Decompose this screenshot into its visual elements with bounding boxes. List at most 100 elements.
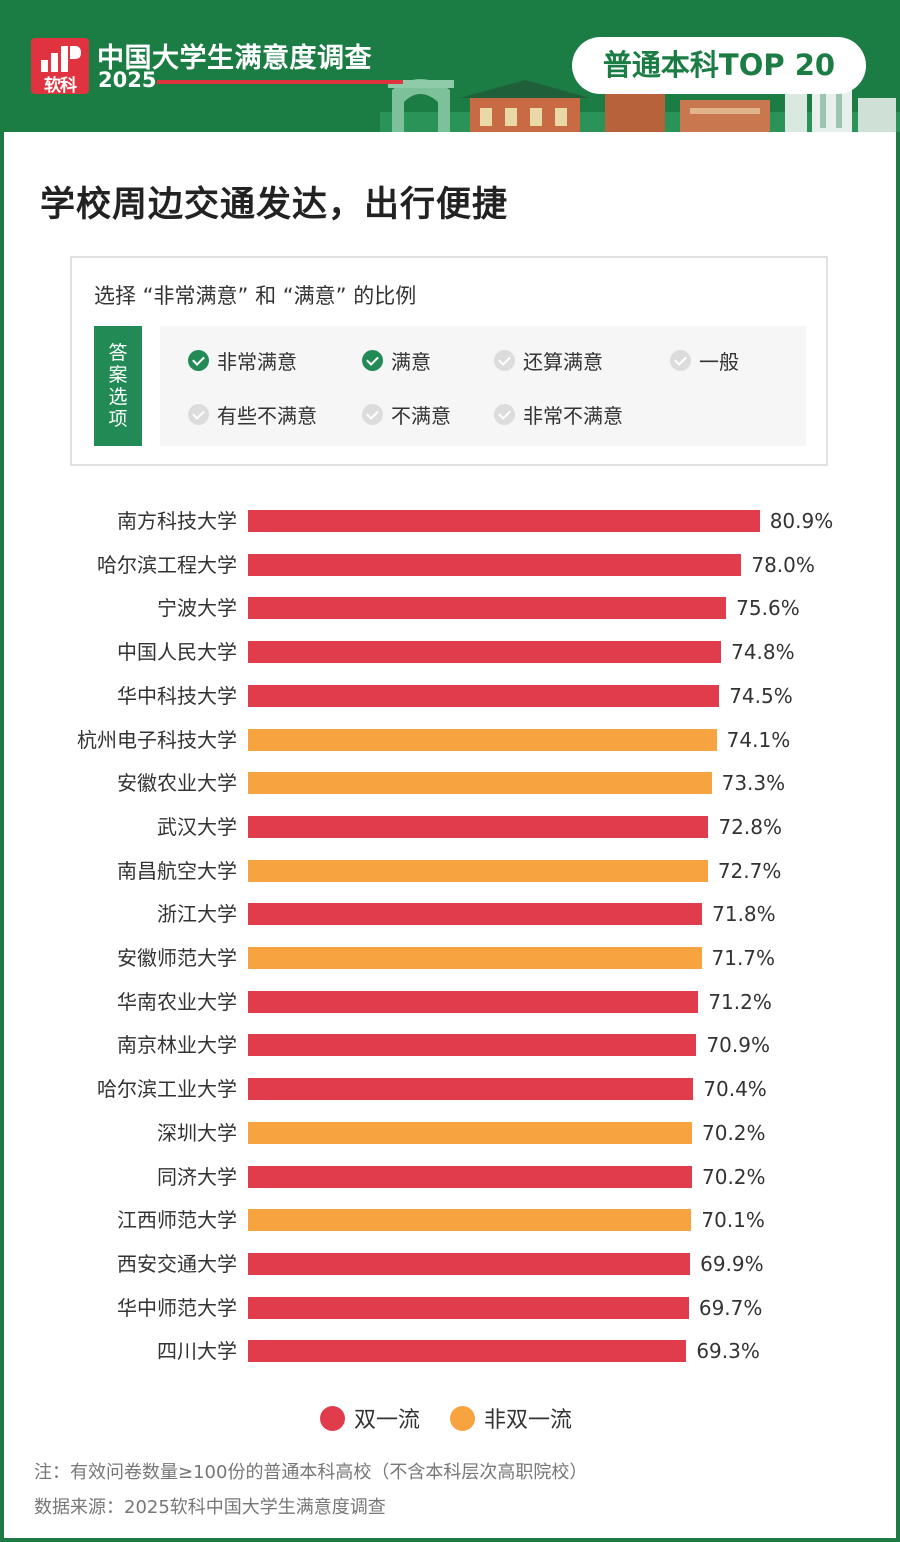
- value-label: 80.9%: [769, 509, 834, 533]
- category-label: 四川大学: [157, 1339, 237, 1364]
- answer-options-tag: 答 案 选 项: [94, 326, 142, 446]
- legend-item-non-double-first-class: 非双一流: [450, 1402, 572, 1434]
- question-box: 选择 “非常满意” 和 “满意” 的比例 答 案 选 项 非常满意 满意 还算满…: [70, 256, 828, 466]
- answer-options: 非常满意 满意 还算满意 一般 有些不满意 不满意: [160, 326, 806, 446]
- bar: [248, 815, 709, 838]
- value-label: 73.3%: [721, 771, 786, 796]
- bar: [248, 510, 760, 532]
- category-label: 杭州电子科技大学: [77, 727, 237, 752]
- data-source: 数据来源：2025软科中国大学生满意度调查: [34, 1497, 386, 1518]
- value-label: 74.8%: [731, 640, 795, 665]
- option-label: 一般: [699, 350, 739, 374]
- value-label: 71.2%: [708, 989, 772, 1014]
- bar: [248, 553, 742, 576]
- category-label: 华中科技大学: [117, 683, 237, 708]
- category-label: 哈尔滨工业大学: [97, 1077, 237, 1102]
- answer-tag-char: 答: [108, 342, 128, 364]
- bar-row: 华南农业大学 71.2%: [4, 989, 896, 1014]
- legend-swatch: [320, 1405, 345, 1431]
- option-label: 满意: [391, 350, 431, 374]
- option-label: 非常不满意: [523, 404, 623, 428]
- category-label: 西安交通大学: [117, 1251, 237, 1276]
- legend-item-double-first-class: 双一流: [320, 1402, 420, 1434]
- bar: [248, 859, 708, 882]
- value-label: 69.9%: [700, 1251, 764, 1276]
- bar-row: 南昌航空大学 72.7%: [4, 859, 896, 882]
- answer-tag-char: 案: [108, 364, 128, 386]
- check-icon: [494, 350, 515, 371]
- legend-label: 双一流: [354, 1408, 421, 1433]
- option-label: 有些不满意: [217, 404, 317, 428]
- bar: [248, 1034, 697, 1057]
- footnote: 注：有效问卷数量≥100份的普通本科高校（不含本科层次高职院校）: [34, 1462, 588, 1483]
- logo-text: 软科: [44, 76, 77, 96]
- bar-row: 华中科技大学 74.5%: [4, 683, 896, 708]
- value-label: 74.5%: [729, 683, 793, 708]
- bar-row: 中国人民大学 74.8%: [4, 640, 896, 665]
- bar-row: 宁波大学 75.6%: [4, 596, 896, 621]
- bar-row: 安徽师范大学 71.7%: [4, 947, 896, 969]
- bar-row: 南京林业大学 70.9%: [4, 1033, 896, 1058]
- logo-bars-icon: [41, 46, 81, 72]
- bar: [248, 1078, 694, 1101]
- value-label: 75.6%: [736, 596, 800, 621]
- bar: [248, 903, 703, 926]
- value-label: 70.4%: [703, 1077, 767, 1102]
- answer-tag-char: 选: [108, 386, 128, 408]
- category-label: 南京林业大学: [117, 1033, 237, 1058]
- option-somewhat-dissatisfied: 有些不满意: [188, 400, 317, 429]
- category-label: 南方科技大学: [117, 509, 237, 533]
- bar: [248, 1121, 692, 1144]
- ranking-logo: 软科: [31, 38, 89, 96]
- bar-row: 南方科技大学 80.9%: [4, 510, 896, 532]
- bar: [248, 684, 720, 707]
- bar: [248, 947, 702, 969]
- check-icon: [362, 404, 383, 425]
- option-fairly-satisfied: 还算满意: [494, 346, 603, 375]
- category-label: 深圳大学: [157, 1120, 237, 1145]
- category-label: 华中师范大学: [117, 1295, 237, 1320]
- content-panel: 学校周边交通发达，出行便捷 选择 “非常满意” 和 “满意” 的比例 答 案 选…: [4, 132, 896, 1538]
- survey-title: 中国大学生满意度调查: [97, 43, 372, 74]
- legend-label: 非双一流: [484, 1408, 573, 1433]
- bar: [248, 1252, 691, 1275]
- value-label: 71.7%: [711, 946, 776, 970]
- bar-row: 江西师范大学 70.1%: [4, 1208, 896, 1233]
- question-prompt: 选择 “非常满意” 和 “满意” 的比例: [94, 284, 417, 308]
- bar: [248, 990, 699, 1013]
- bar-row: 杭州电子科技大学 74.1%: [4, 727, 896, 752]
- category-badge: 普通本科TOP 20: [572, 37, 866, 94]
- bar: [248, 1165, 692, 1188]
- value-label: 69.3%: [696, 1339, 760, 1364]
- category-label: 华南农业大学: [117, 989, 237, 1014]
- bar-row: 哈尔滨工程大学 78.0%: [4, 552, 896, 577]
- bar: [248, 772, 712, 795]
- bar: [248, 597, 727, 620]
- category-label: 安徽师范大学: [117, 946, 237, 970]
- survey-year: 2025: [98, 68, 157, 92]
- category-label: 哈尔滨工程大学: [97, 552, 237, 577]
- value-label: 70.2%: [702, 1120, 766, 1145]
- option-neutral: 一般: [670, 346, 739, 375]
- option-very-dissatisfied: 非常不满意: [494, 400, 623, 429]
- answer-tag-char: 项: [108, 408, 128, 430]
- value-label: 70.2%: [702, 1164, 766, 1189]
- value-label: 69.7%: [698, 1295, 763, 1320]
- category-label: 中国人民大学: [117, 640, 237, 665]
- option-label: 不满意: [391, 404, 451, 428]
- value-label: 70.9%: [706, 1033, 770, 1058]
- option-very-satisfied: 非常满意: [188, 346, 297, 375]
- value-label: 72.8%: [718, 814, 782, 839]
- value-label: 70.1%: [701, 1208, 765, 1233]
- option-label: 还算满意: [523, 350, 603, 374]
- bar-row: 西安交通大学 69.9%: [4, 1251, 896, 1276]
- check-icon: [362, 350, 383, 371]
- page-title: 学校周边交通发达，出行便捷: [40, 185, 509, 225]
- check-icon: [494, 404, 515, 425]
- bar-row: 武汉大学 72.8%: [4, 814, 896, 839]
- bar-row: 浙江大学 71.8%: [4, 903, 896, 926]
- chart-legend: 双一流 非双一流: [320, 1402, 602, 1434]
- bar: [248, 728, 717, 751]
- option-satisfied: 满意: [362, 346, 431, 375]
- bar-row: 深圳大学 70.2%: [4, 1120, 896, 1145]
